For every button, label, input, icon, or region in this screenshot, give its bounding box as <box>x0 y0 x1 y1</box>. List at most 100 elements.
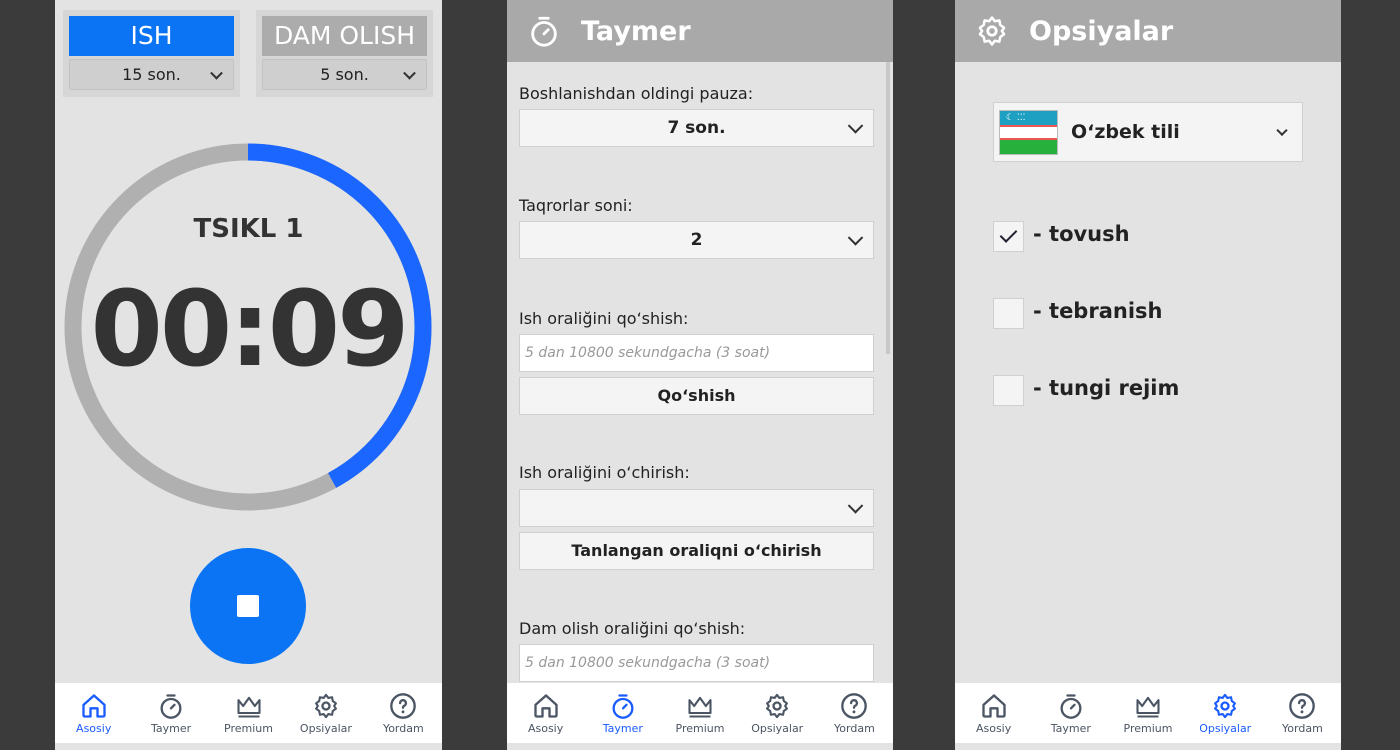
nav-item-premium[interactable]: Premium <box>210 683 287 743</box>
time-display: 00:09 <box>90 268 409 390</box>
header-title: Opsiyalar <box>1029 15 1174 47</box>
work-mode-card: ISH 15 son. <box>63 10 240 97</box>
nav-label: Asosiy <box>76 721 112 735</box>
nav-label: Yordam <box>382 721 424 735</box>
nav-item-asosiy[interactable]: Asosiy <box>55 683 132 743</box>
nav-item-taymer[interactable]: Taymer <box>584 683 661 743</box>
progress-arc <box>64 143 432 511</box>
add-rest-input[interactable]: 5 dan 10800 sekundgacha (3 soat) <box>519 644 874 682</box>
checkbox[interactable] <box>993 375 1024 406</box>
nav-item-yordam[interactable]: Yordam <box>1264 683 1341 743</box>
add-work-input[interactable]: 5 dan 10800 sekundgacha (3 soat) <box>519 334 874 372</box>
nav-label: Taymer <box>151 721 192 735</box>
bottom-nav: Asosiy Taymer Premium Opsiyalar Yordam <box>507 683 893 743</box>
nav-label: Taymer <box>602 721 643 735</box>
checkbox[interactable] <box>993 298 1024 329</box>
checkmark-icon <box>999 225 1018 243</box>
nav-label: Opsiyalar <box>1199 721 1252 735</box>
rest-label[interactable]: DAM OLISH <box>262 16 427 56</box>
chevron-down-icon <box>403 66 416 80</box>
help-icon <box>840 692 868 720</box>
option-label: - tovush <box>1033 222 1130 246</box>
nav-item-premium[interactable]: Premium <box>661 683 738 743</box>
stopwatch-icon <box>609 692 637 720</box>
gear-icon <box>1211 692 1239 720</box>
gear-icon <box>763 692 791 720</box>
stop-icon <box>237 595 259 617</box>
rest-mode-card: DAM OLISH 5 son. <box>256 10 433 97</box>
help-icon <box>1288 692 1316 720</box>
home-icon <box>532 692 560 720</box>
add-button[interactable]: Qo‘shish <box>519 377 874 415</box>
add-rest-label: Dam olish oraliğini qo‘shish: <box>519 619 746 638</box>
chevron-down-icon <box>1276 124 1288 137</box>
nav-item-taymer[interactable]: Taymer <box>1032 683 1109 743</box>
crown-icon <box>686 692 714 720</box>
nav-label: Opsiyalar <box>751 721 804 735</box>
nav-label: Asosiy <box>975 721 1012 735</box>
timer-header: Taymer <box>507 0 893 62</box>
progress-ring <box>64 143 432 511</box>
uzbekistan-flag-icon: ☾ ⁚⁚⁚ <box>999 110 1058 155</box>
pre-pause-select[interactable]: 7 son. <box>519 109 874 147</box>
home-icon <box>980 692 1008 720</box>
rest-duration-select[interactable]: 5 son. <box>262 59 427 90</box>
nav-label: Asosiy <box>527 721 564 735</box>
chevron-down-icon <box>847 118 864 134</box>
crown-icon <box>235 692 263 720</box>
nav-item-asosiy[interactable]: Asosiy <box>955 683 1032 743</box>
language-value: O‘zbek tili <box>1071 121 1180 143</box>
nav-label: Taymer <box>1050 721 1091 735</box>
chevron-down-icon <box>210 66 223 80</box>
bottom-nav: Asosiy Taymer Premium Opsiyalar Yordam <box>55 683 442 743</box>
nav-item-yordam[interactable]: Yordam <box>365 683 442 743</box>
nav-label: Premium <box>1123 721 1173 735</box>
repeats-value: 2 <box>690 230 703 250</box>
nav-item-opsiyalar[interactable]: Opsiyalar <box>739 683 816 743</box>
language-select[interactable]: ☾ ⁚⁚⁚ O‘zbek tili <box>993 102 1303 162</box>
home-icon <box>80 692 108 720</box>
timer-screen: Taymer Boshlanishdan oldingi pauza: 7 so… <box>507 0 893 750</box>
stopwatch-icon <box>157 692 185 720</box>
bottom-nav: Asosiy Taymer Premium Opsiyalar Yordam <box>955 683 1341 743</box>
delete-selected-button[interactable]: Tanlangan oraliqni o‘chirish <box>519 532 874 570</box>
repeats-label: Taqrorlar soni: <box>519 196 633 215</box>
delete-work-select[interactable] <box>519 489 874 527</box>
pre-pause-label: Boshlanishdan oldingi pauza: <box>519 84 754 103</box>
pre-pause-value: 7 son. <box>667 118 726 138</box>
rest-duration-value: 5 son. <box>320 65 369 84</box>
gear-icon <box>312 692 340 720</box>
chevron-down-icon <box>847 230 864 246</box>
options-screen: Opsiyalar ☾ ⁚⁚⁚ O‘zbek tili - tovush - te… <box>955 0 1341 750</box>
stopwatch-icon <box>1057 692 1085 720</box>
nav-item-asosiy[interactable]: Asosiy <box>507 683 584 743</box>
checkbox[interactable] <box>993 221 1024 252</box>
work-label[interactable]: ISH <box>69 16 234 56</box>
option-label: - tebranish <box>1033 299 1163 323</box>
main-screen: ISH 15 son. DAM OLISH 5 son. TSIKL 1 00:… <box>55 0 442 750</box>
nav-item-opsiyalar[interactable]: Opsiyalar <box>1187 683 1264 743</box>
nav-label: Yordam <box>834 721 875 735</box>
nav-label: Opsiyalar <box>299 721 352 735</box>
nav-item-yordam[interactable]: Yordam <box>816 683 893 743</box>
options-header: Opsiyalar <box>955 0 1341 62</box>
header-title: Taymer <box>581 15 691 47</box>
repeats-select[interactable]: 2 <box>519 221 874 259</box>
help-icon <box>389 692 417 720</box>
nav-label: Premium <box>675 721 725 735</box>
add-work-label: Ish oraliğini qo‘shish: <box>519 309 689 328</box>
stop-button[interactable] <box>190 548 306 664</box>
cycle-label: TSIKL 1 <box>193 214 304 244</box>
option-label: - tungi rejim <box>1033 376 1180 400</box>
chevron-down-icon <box>847 498 864 514</box>
work-duration-select[interactable]: 15 son. <box>69 59 234 90</box>
work-duration-value: 15 son. <box>122 65 181 84</box>
nav-item-opsiyalar[interactable]: Opsiyalar <box>287 683 364 743</box>
nav-item-taymer[interactable]: Taymer <box>132 683 209 743</box>
gear-icon <box>975 14 1009 48</box>
delete-work-label: Ish oraliğini o‘chirish: <box>519 463 690 482</box>
scrollbar[interactable] <box>886 62 890 354</box>
stopwatch-icon <box>527 14 561 48</box>
nav-item-premium[interactable]: Premium <box>1109 683 1186 743</box>
nav-label: Premium <box>224 721 273 735</box>
